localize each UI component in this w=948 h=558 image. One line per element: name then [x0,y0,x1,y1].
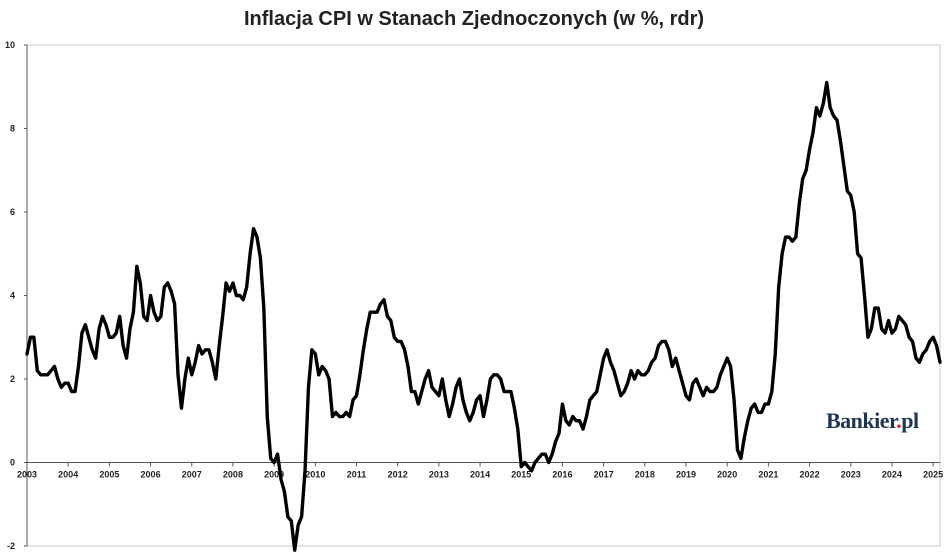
y-tick-label: 6 [10,207,15,217]
x-tick-label: 2006 [141,470,161,480]
x-tick-label: 2022 [800,470,820,480]
cpi-series-line [25,80,942,552]
x-tick-label: 2008 [223,470,243,480]
y-tick-label: 4 [10,291,15,301]
chart-title: Inflacja CPI w Stanach Zjednoczonych (w … [243,8,705,30]
brand-tld: pl [901,408,919,433]
brand-name: Bankier [826,408,897,433]
x-tick-label: 2007 [182,470,202,480]
x-tick-label: 2021 [758,470,778,480]
x-tick-label: 2015 [511,470,531,480]
x-tick-label: 2010 [305,470,325,480]
x-axis: 2003 2004 2005 2006 2007 2008 2009 2010 2011 2012… [17,462,943,480]
x-tick-label: 2005 [99,470,119,480]
x-tick-label: 2018 [635,470,655,480]
x-tick-label: 2017 [594,470,614,480]
series-layer [25,80,942,552]
y-tick-label: 10 [5,40,15,50]
x-tick-label: 2020 [717,470,737,480]
x-tick-label: 2024 [882,470,902,480]
y-tick-label: 0 [10,458,15,468]
x-tick-label: 2019 [676,470,696,480]
brand-dot: . [896,408,902,433]
x-tick-label: 2013 [429,470,449,480]
x-tick-label: 2011 [347,470,367,480]
x-tick-label: 2004 [58,470,78,480]
bankier-logo: Bankier.pl [826,408,919,434]
x-tick-label: 2023 [841,470,861,480]
y-tick-label: -2 [7,541,15,551]
x-tick-label: 2025 [923,470,943,480]
y-tick-label: 2 [10,374,15,384]
x-tick-label: 2003 [17,470,37,480]
y-tick-label: 8 [10,124,15,134]
x-tick-label: 2014 [470,470,490,480]
x-tick-label: 2009 [264,470,284,480]
x-tick-label: 2012 [388,470,408,480]
x-tick-label: 2016 [552,470,572,480]
